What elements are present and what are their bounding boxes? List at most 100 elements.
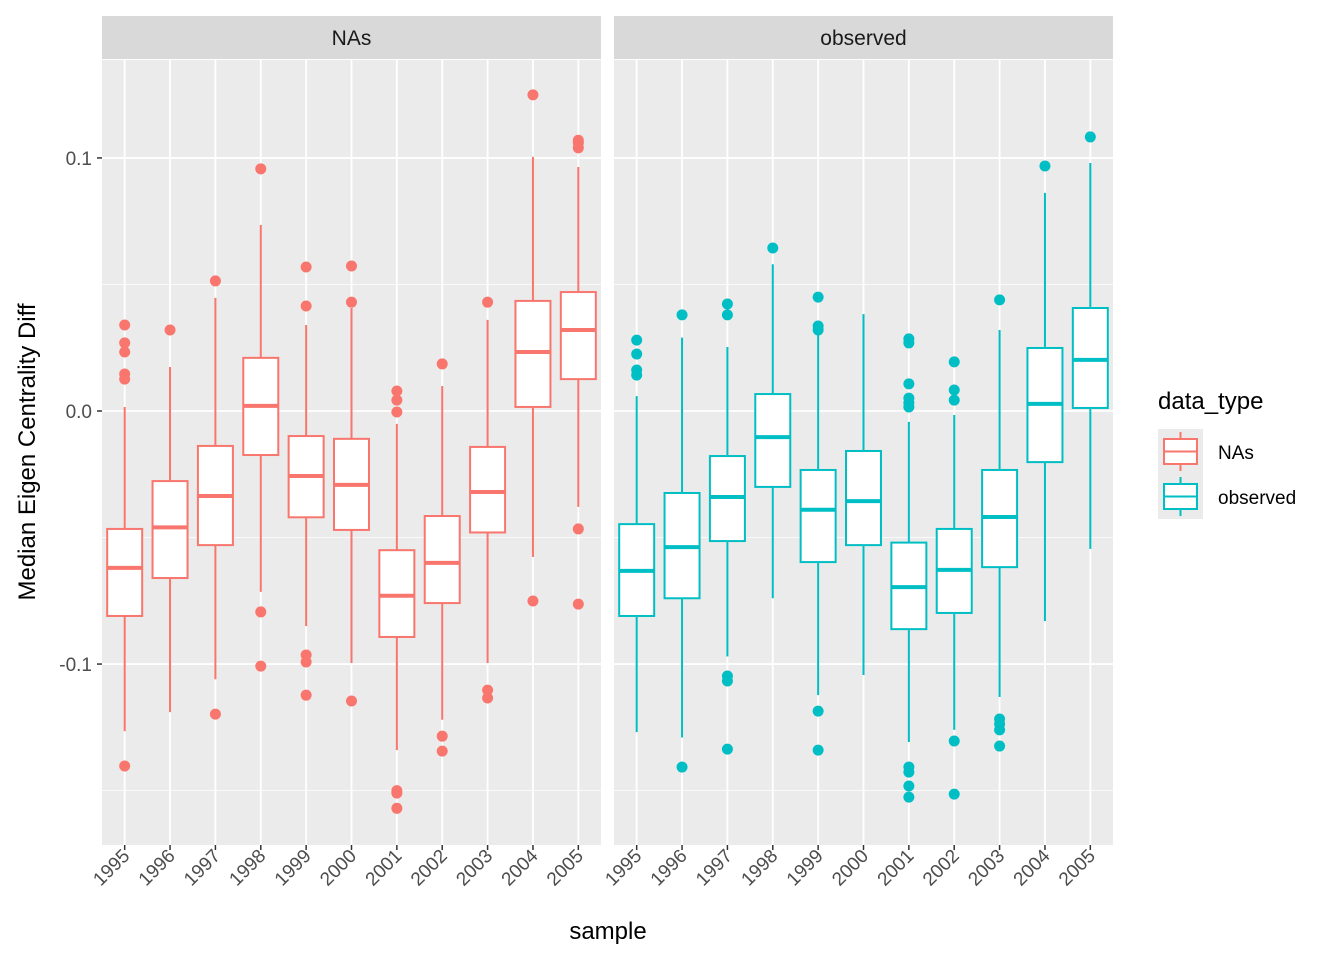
box-2000 bbox=[333, 260, 370, 707]
outlier-point bbox=[903, 401, 915, 413]
x-tick-label: 2002 bbox=[919, 846, 964, 891]
y-tick-label: 0.1 bbox=[66, 149, 92, 170]
outlier-point bbox=[300, 261, 312, 273]
x-tick-label: 2005 bbox=[543, 846, 588, 891]
outlier-point bbox=[391, 385, 403, 397]
box-1995 bbox=[618, 334, 656, 733]
x-tick-label: 1997 bbox=[692, 846, 737, 891]
box-iqr bbox=[423, 515, 461, 605]
x-tick-label: 2004 bbox=[498, 845, 543, 890]
box-iqr bbox=[151, 480, 189, 580]
legend-label: observed bbox=[1218, 488, 1296, 509]
outlier-point bbox=[436, 745, 448, 757]
box-1997 bbox=[708, 298, 746, 755]
outlier-point bbox=[164, 324, 176, 336]
facet-strip-label: NAs bbox=[332, 27, 372, 50]
outlier-point bbox=[436, 730, 448, 742]
outlier-point bbox=[631, 348, 643, 360]
box-2001 bbox=[890, 333, 928, 803]
box-2003 bbox=[981, 294, 1019, 752]
outlier-point bbox=[948, 735, 960, 747]
outlier-point bbox=[767, 242, 779, 254]
x-tick-label: 2002 bbox=[407, 846, 452, 891]
outlier-point bbox=[948, 788, 960, 800]
legend-title: data_type bbox=[1158, 388, 1263, 415]
x-tick-label: 1998 bbox=[738, 846, 783, 891]
y-tick-label: 0.0 bbox=[66, 402, 92, 423]
x-tick-label: 2003 bbox=[964, 846, 1009, 891]
outlier-point bbox=[572, 523, 584, 535]
outlier-point bbox=[391, 802, 403, 814]
outlier-point bbox=[1084, 131, 1096, 143]
outlier-point bbox=[903, 766, 915, 778]
outlier-point bbox=[676, 761, 688, 773]
box-2001 bbox=[378, 385, 416, 814]
x-tick-label: 2003 bbox=[452, 846, 497, 891]
outlier-point bbox=[903, 791, 915, 803]
box-1997 bbox=[196, 275, 234, 720]
outlier-point bbox=[631, 334, 643, 346]
y-axis-title: Median Eigen Centrality Diff bbox=[14, 303, 41, 600]
outlier-point bbox=[391, 787, 403, 799]
outlier-point bbox=[482, 296, 494, 308]
outlier-point bbox=[812, 324, 824, 336]
box-iqr bbox=[754, 393, 792, 488]
outlier-point bbox=[482, 692, 494, 704]
outlier-point bbox=[300, 300, 312, 312]
box-2005 bbox=[1071, 131, 1109, 549]
box-1999 bbox=[287, 261, 325, 701]
box-2000 bbox=[845, 314, 882, 675]
outlier-point bbox=[994, 724, 1006, 736]
x-tick-label: 1996 bbox=[135, 846, 180, 891]
x-tick-label: 2001 bbox=[362, 846, 407, 891]
outlier-point bbox=[482, 684, 494, 696]
facet-strip bbox=[102, 16, 601, 59]
outlier-point bbox=[436, 358, 448, 370]
outlier-point bbox=[209, 275, 221, 287]
outlier-point bbox=[1039, 160, 1051, 172]
outlier-point bbox=[391, 394, 403, 406]
outlier-point bbox=[119, 760, 131, 772]
box-1995 bbox=[106, 319, 144, 772]
outlier-point bbox=[903, 780, 915, 792]
box-iqr bbox=[559, 291, 597, 381]
outlier-point bbox=[346, 296, 357, 308]
box-1996 bbox=[663, 309, 701, 773]
x-tick-label: 2001 bbox=[874, 846, 919, 891]
outlier-point bbox=[255, 606, 267, 618]
outlier-point bbox=[300, 689, 312, 701]
box-iqr bbox=[106, 527, 144, 617]
box-2004 bbox=[514, 89, 552, 607]
panel-observed: observed 1995 1996 1997 1998 1999 2000 2001 2002… bbox=[601, 16, 1113, 890]
legend-entry-NAs: NAs bbox=[1158, 429, 1254, 474]
y-tick-label: -0.1 bbox=[59, 655, 92, 676]
x-tick-label: 2004 bbox=[1010, 845, 1055, 890]
x-tick-label: 1996 bbox=[647, 846, 692, 891]
outlier-point bbox=[255, 163, 267, 175]
outlier-point bbox=[527, 595, 539, 607]
x-axis-title: sample bbox=[569, 918, 646, 945]
box-2002 bbox=[935, 356, 973, 800]
facet-strip bbox=[614, 16, 1113, 59]
outlier-point bbox=[391, 406, 403, 418]
outlier-point bbox=[255, 660, 267, 672]
outlier-point bbox=[812, 705, 824, 717]
outlier-point bbox=[527, 89, 539, 101]
outlier-point bbox=[119, 373, 131, 385]
outlier-point bbox=[572, 598, 584, 610]
outlier-point bbox=[994, 740, 1006, 752]
box-iqr bbox=[799, 468, 837, 564]
x-tick-label: 2005 bbox=[1055, 846, 1100, 891]
outlier-point bbox=[903, 337, 915, 349]
x-tick-label: 1997 bbox=[180, 846, 225, 891]
x-tick-label: 2000 bbox=[316, 846, 361, 891]
outlier-point bbox=[721, 309, 733, 321]
outlier-point bbox=[119, 337, 131, 349]
outlier-point bbox=[948, 356, 960, 368]
x-tick-label: 1999 bbox=[271, 846, 316, 891]
box-iqr bbox=[845, 449, 882, 547]
box-1998 bbox=[754, 242, 792, 599]
outlier-point bbox=[631, 369, 643, 381]
